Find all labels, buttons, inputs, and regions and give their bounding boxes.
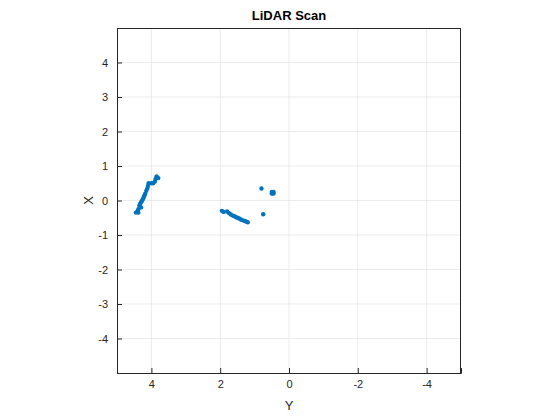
tick-mark: [358, 368, 359, 373]
tick: -4: [98, 333, 122, 345]
tick-label: 2: [102, 126, 108, 138]
tick-label: 4: [149, 378, 155, 390]
grid-line: [117, 269, 461, 270]
tick-label: -2: [353, 378, 363, 390]
tick-label: 1: [102, 160, 108, 172]
grid-line: [117, 235, 461, 236]
tick: -1: [98, 229, 122, 241]
tick-mark: [151, 368, 152, 373]
tick: 2: [218, 368, 224, 390]
chart: -4 -2 0 2 4 -4 -3 -2 -1 0 1 2 3 4 LiDAR Scan Y X: [0, 0, 560, 420]
tick: 0: [102, 195, 122, 207]
tick-mark: [289, 368, 290, 373]
tick-label: -2: [98, 264, 108, 276]
tick: 4: [149, 368, 155, 390]
tick-mark: [117, 339, 122, 340]
grid-line: [117, 304, 461, 305]
tick-label: 3: [102, 91, 108, 103]
axis-line: [118, 368, 462, 374]
tick: -2: [353, 368, 363, 390]
tick-label: 0: [102, 195, 108, 207]
tick-mark: [117, 304, 122, 305]
grid-line: [117, 97, 461, 98]
background: [0, 0, 560, 420]
point: [246, 220, 250, 224]
tick-mark: [427, 368, 428, 373]
point: [259, 186, 263, 190]
tick-mark: [117, 201, 122, 202]
tick: 2: [102, 126, 122, 138]
grid-line: [117, 200, 461, 201]
grid-line: [117, 338, 461, 339]
tick: 1: [102, 160, 122, 172]
tick: -3: [98, 298, 122, 310]
title: LiDAR Scan: [252, 8, 326, 23]
tick: 0: [286, 368, 292, 390]
y-axis-title: X: [81, 196, 96, 205]
x-axis: -4 -2 0 2 4: [118, 368, 462, 390]
axis-line: [118, 29, 123, 374]
point: [261, 212, 265, 216]
frame: [117, 28, 461, 29]
plot-area: [117, 28, 461, 373]
tick-label: -3: [98, 298, 108, 310]
tick-mark: [220, 368, 221, 373]
tick-label: 4: [102, 57, 108, 69]
tick-mark: [117, 166, 122, 167]
tick-label: 0: [286, 378, 292, 390]
tick: 4: [102, 57, 122, 69]
tick-mark: [117, 270, 122, 271]
tick: 3: [102, 91, 122, 103]
points: [134, 174, 276, 224]
point: [156, 176, 160, 180]
point: [271, 190, 275, 194]
tick-label: 2: [218, 378, 224, 390]
tick-label: -1: [98, 229, 108, 241]
tick-mark: [117, 63, 122, 64]
tick: -4: [422, 368, 432, 390]
tick-mark: [117, 132, 122, 133]
point: [139, 205, 143, 209]
tick-mark: [117, 97, 122, 98]
tick: -2: [98, 264, 122, 276]
y-axis: -4 -3 -2 -1 0 1 2 3 4: [98, 29, 122, 374]
grid: [117, 28, 461, 373]
point: [136, 210, 140, 214]
grid-line: [117, 131, 461, 132]
grid-line: [117, 166, 461, 167]
x-axis-title: Y: [285, 398, 294, 413]
grid-line: [117, 62, 461, 63]
tick-mark: [117, 235, 122, 236]
frame: [460, 28, 461, 373]
tick-label: -4: [98, 333, 108, 345]
tick-label: -4: [422, 378, 432, 390]
